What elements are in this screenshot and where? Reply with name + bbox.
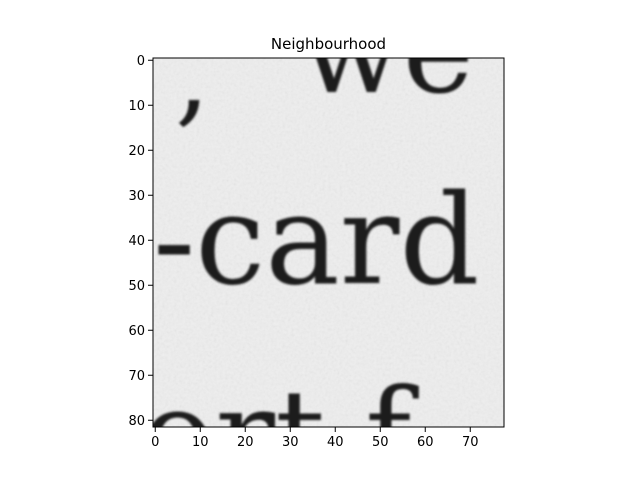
chart-title: Neighbourhood (271, 35, 386, 53)
text-fragment-comma: , (175, 10, 210, 138)
x-tick-label: 0 (151, 435, 159, 450)
text-fragment-card: -card (153, 168, 480, 313)
x-tick-label: 10 (192, 435, 209, 450)
y-tick-label: 20 (128, 144, 145, 159)
y-tick-label: 10 (128, 99, 145, 114)
y-tick-label: 0 (137, 54, 145, 69)
x-tick-label: 60 (417, 435, 434, 450)
y-tick-label: 70 (128, 369, 145, 384)
text-fragment-ort: ort f (140, 363, 419, 480)
text-fragment-we: we (300, 0, 474, 121)
plot-frame (152, 57, 505, 428)
y-tick-label: 50 (128, 279, 145, 294)
x-axis: 0 10 20 30 40 50 60 70 (151, 427, 479, 450)
x-tick-label: 30 (282, 435, 299, 450)
y-tick-label: 60 (128, 324, 145, 339)
y-tick-label: 30 (128, 189, 145, 204)
y-tick-label: 80 (128, 414, 145, 429)
x-tick-label: 20 (237, 435, 254, 450)
y-tick-label: 40 (128, 234, 145, 249)
x-tick-label: 70 (462, 435, 479, 450)
y-axis: 0 10 20 30 40 50 60 70 80 (128, 54, 153, 429)
heatmap-image: , we -card ort f (140, 0, 504, 480)
x-tick-label: 40 (327, 435, 344, 450)
x-tick-label: 50 (372, 435, 389, 450)
